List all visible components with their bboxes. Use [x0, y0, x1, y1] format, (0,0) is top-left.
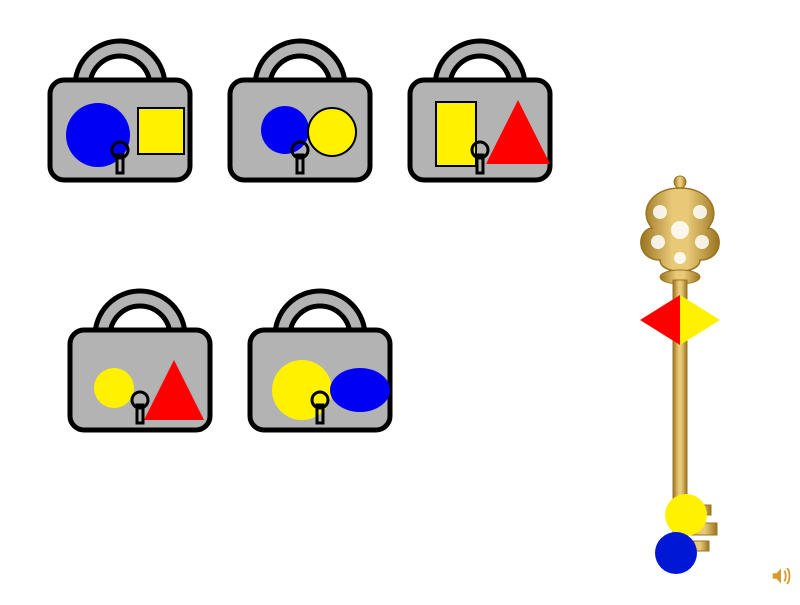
padlock-icon — [400, 20, 560, 200]
speaker-icon — [770, 565, 792, 587]
padlock-icon — [240, 270, 400, 450]
lock-3[interactable] — [400, 20, 560, 205]
lock-2[interactable] — [220, 20, 380, 205]
golden-key-icon — [560, 165, 800, 600]
key-panel — [560, 165, 800, 600]
sound-icon[interactable] — [770, 565, 792, 592]
padlock-icon — [60, 270, 220, 450]
padlock-icon — [40, 20, 200, 200]
lock-4[interactable] — [60, 270, 220, 455]
lock-5[interactable] — [240, 270, 400, 455]
lock-1[interactable] — [40, 20, 200, 205]
padlock-icon — [220, 20, 380, 200]
